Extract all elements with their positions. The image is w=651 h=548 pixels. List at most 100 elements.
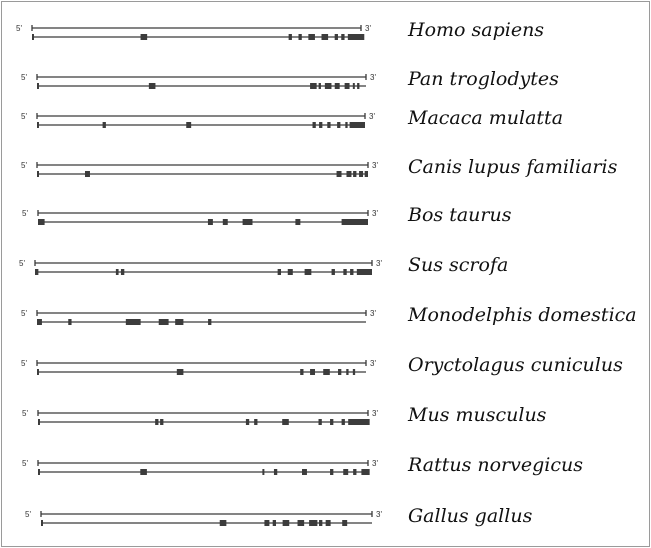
exon-block — [346, 171, 352, 177]
three-prime-label: 3' — [370, 73, 376, 82]
exon-block — [245, 419, 250, 425]
exon-block — [175, 319, 184, 325]
exon-block — [262, 469, 265, 475]
exon-block — [287, 269, 293, 275]
five-prime-label: 5' — [22, 459, 28, 468]
exon-block — [352, 369, 356, 375]
gene-row: 5' 3' — [19, 259, 382, 275]
three-prime-label: 3' — [369, 112, 375, 121]
exon-block — [222, 219, 228, 225]
exon-block — [359, 171, 364, 177]
exon-block — [207, 219, 213, 225]
exon-block — [264, 520, 270, 526]
exon-block — [338, 369, 342, 375]
exon-block — [341, 219, 368, 225]
species-name-label: Canis lupus familiaris — [408, 156, 618, 178]
exon-block — [344, 83, 350, 89]
gene-row: 5' 3' — [21, 73, 376, 89]
exon-block — [41, 520, 43, 526]
exon-block — [342, 520, 348, 526]
exon-block — [272, 520, 277, 526]
three-prime-label: 3' — [370, 359, 376, 368]
exon-block — [334, 83, 340, 89]
exon-block — [341, 419, 345, 425]
exon-block — [84, 171, 90, 177]
exon-block — [356, 269, 372, 275]
exon-block — [331, 269, 335, 275]
gene-row: 5' 3' — [22, 209, 378, 225]
exon-block — [364, 171, 368, 177]
exon-block — [346, 369, 349, 375]
exon-block — [310, 369, 316, 375]
exon-block — [219, 520, 227, 526]
species-name-label: Oryctolagus cuniculus — [408, 354, 623, 376]
exon-block — [254, 419, 258, 425]
five-prime-label: 5' — [21, 112, 27, 121]
exon-block — [318, 419, 322, 425]
exon-block — [343, 269, 347, 275]
exon-block — [208, 319, 212, 325]
gene-row: 5' 3' — [21, 112, 375, 128]
exon-block — [349, 122, 365, 128]
exon-block — [102, 122, 106, 128]
exon-block — [361, 469, 370, 475]
exon-block — [37, 171, 39, 177]
gene-row: 5' 3' — [16, 24, 371, 40]
exon-block — [302, 469, 307, 475]
exon-block — [348, 419, 370, 425]
five-prime-label: 5' — [21, 309, 27, 318]
exon-block — [277, 269, 282, 275]
five-prime-label: 5' — [21, 161, 27, 170]
exon-block — [323, 369, 330, 375]
exon-block — [115, 269, 119, 275]
exon-block — [300, 369, 304, 375]
five-prime-label: 5' — [25, 510, 31, 519]
exon-block — [148, 83, 156, 89]
exon-block — [321, 34, 329, 40]
five-prime-label: 5' — [22, 209, 28, 218]
five-prime-label: 5' — [22, 409, 28, 418]
exon-block — [242, 219, 253, 225]
exon-block — [35, 269, 39, 275]
species-name-label: Sus scrofa — [408, 254, 509, 276]
exon-block — [324, 83, 332, 89]
three-prime-label: 3' — [376, 259, 382, 268]
exon-block — [353, 171, 357, 177]
species-name-label: Rattus norvegicus — [408, 454, 583, 476]
three-prime-label: 3' — [372, 209, 378, 218]
species-name-label: Gallus gallus — [408, 505, 533, 527]
exon-block — [38, 469, 40, 475]
three-prime-label: 3' — [372, 409, 378, 418]
gene-row: 5' 3' — [21, 161, 378, 177]
exon-block — [345, 122, 348, 128]
exon-block — [336, 171, 342, 177]
species-name-label: Monodelphis domestica — [408, 304, 637, 326]
exon-block — [37, 319, 42, 325]
exon-block — [312, 122, 316, 128]
exon-block — [297, 520, 305, 526]
exon-block — [176, 369, 184, 375]
exon-block — [350, 269, 354, 275]
exon-block — [140, 34, 148, 40]
exon-block — [308, 34, 315, 40]
three-prime-label: 3' — [372, 459, 378, 468]
five-prime-label: 5' — [16, 24, 22, 33]
exon-block — [330, 419, 334, 425]
species-name-label: Pan troglodytes — [408, 68, 559, 90]
exon-block — [32, 34, 34, 40]
exon-block — [309, 520, 318, 526]
exon-block — [288, 34, 292, 40]
exon-block — [140, 469, 147, 475]
exon-block — [319, 122, 323, 128]
species-name-label: Bos taurus — [408, 204, 512, 226]
exon-block — [353, 469, 357, 475]
exon-block — [38, 219, 45, 225]
exon-block — [38, 419, 40, 425]
exon-block — [37, 369, 39, 375]
exon-block — [310, 83, 317, 89]
exon-block — [330, 469, 334, 475]
three-prime-label: 3' — [365, 24, 371, 33]
exon-block — [318, 83, 321, 89]
gene-row: 5' 3' — [21, 359, 376, 375]
